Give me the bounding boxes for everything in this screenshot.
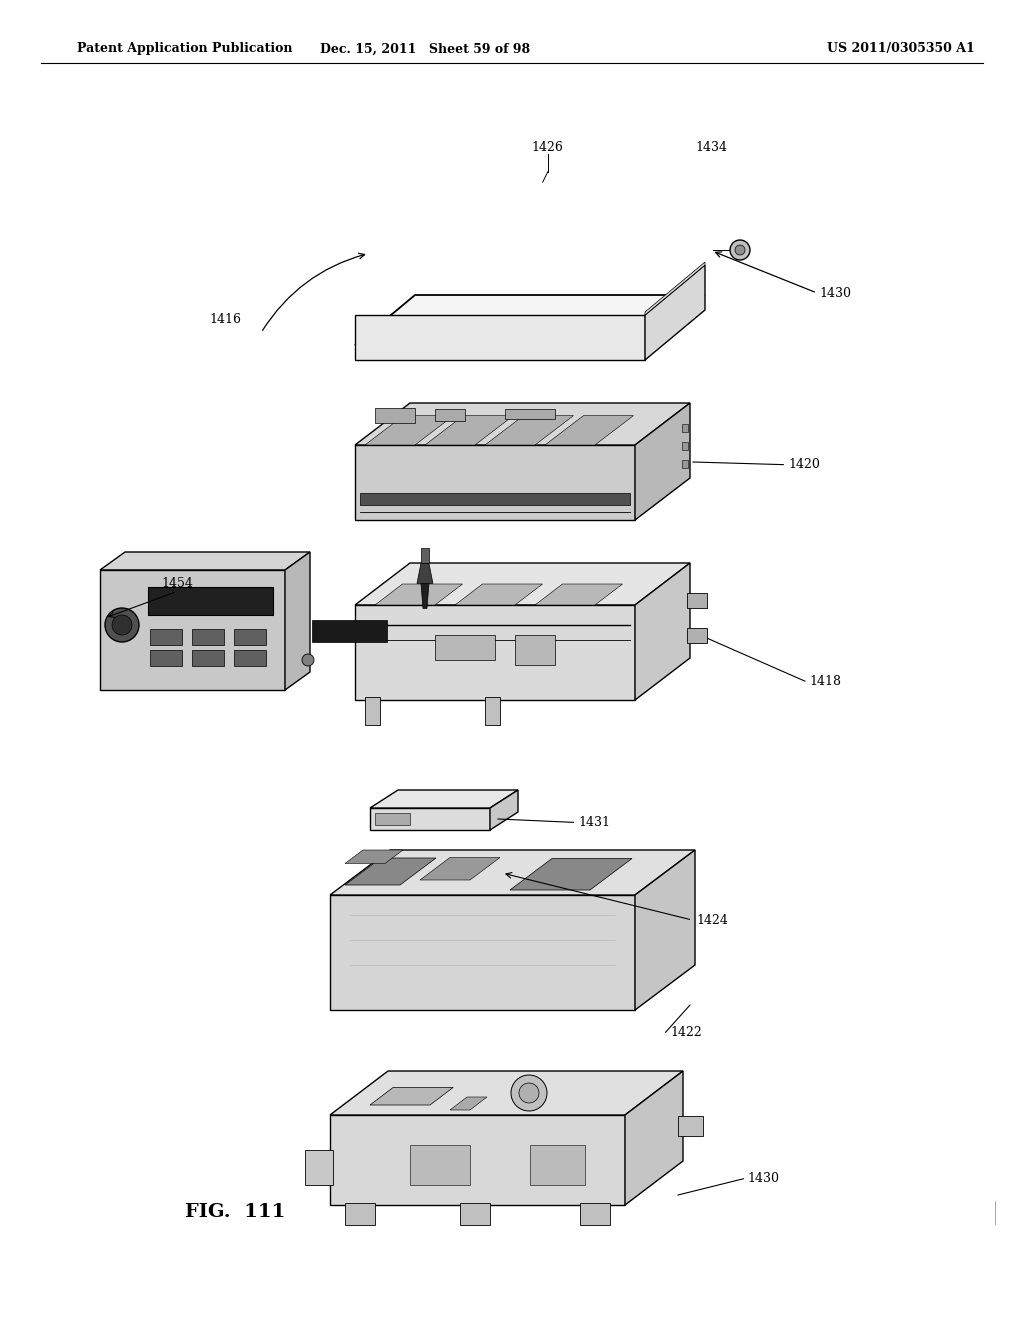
Polygon shape xyxy=(370,789,518,808)
Polygon shape xyxy=(485,416,573,445)
Polygon shape xyxy=(421,548,429,564)
Text: 1416: 1416 xyxy=(209,313,242,326)
Bar xyxy=(435,635,495,660)
Polygon shape xyxy=(355,605,635,700)
Polygon shape xyxy=(535,583,623,605)
Polygon shape xyxy=(330,1115,625,1205)
Text: 1422: 1422 xyxy=(671,1026,702,1039)
Bar xyxy=(234,649,266,667)
Bar xyxy=(234,630,266,645)
Polygon shape xyxy=(330,1071,683,1115)
Bar xyxy=(687,628,707,643)
Polygon shape xyxy=(450,1097,487,1110)
Text: US 2011/0305350 A1: US 2011/0305350 A1 xyxy=(827,42,975,55)
Polygon shape xyxy=(355,564,690,605)
Text: 1418: 1418 xyxy=(809,675,841,688)
Polygon shape xyxy=(345,858,436,884)
Circle shape xyxy=(112,615,132,635)
Circle shape xyxy=(105,609,139,642)
Bar xyxy=(530,1144,585,1185)
Polygon shape xyxy=(375,583,463,605)
Circle shape xyxy=(511,1074,547,1111)
Polygon shape xyxy=(635,850,695,1010)
Text: 1430: 1430 xyxy=(748,1172,779,1185)
Circle shape xyxy=(302,653,314,667)
Bar xyxy=(375,408,415,422)
Text: 1430: 1430 xyxy=(819,286,851,300)
Bar xyxy=(682,459,688,469)
Polygon shape xyxy=(100,570,285,690)
Bar xyxy=(485,697,500,725)
Circle shape xyxy=(519,1082,539,1104)
Text: 1431: 1431 xyxy=(579,816,610,829)
Text: 1426: 1426 xyxy=(531,141,564,154)
Polygon shape xyxy=(285,552,310,690)
Polygon shape xyxy=(490,789,518,830)
Bar xyxy=(682,424,688,432)
Polygon shape xyxy=(100,552,310,570)
Polygon shape xyxy=(355,403,690,445)
Text: 1420: 1420 xyxy=(788,458,820,471)
Bar xyxy=(193,649,224,667)
Bar xyxy=(312,620,387,642)
Bar xyxy=(360,492,630,506)
Bar xyxy=(410,1144,470,1185)
Bar xyxy=(375,813,410,825)
Polygon shape xyxy=(417,564,433,583)
Circle shape xyxy=(735,246,745,255)
Bar xyxy=(150,630,182,645)
Bar xyxy=(515,635,555,665)
Text: FIG.  111: FIG. 111 xyxy=(185,1203,286,1221)
Polygon shape xyxy=(365,416,454,445)
Bar xyxy=(505,409,555,418)
Bar xyxy=(682,442,688,450)
Bar xyxy=(150,649,182,667)
Polygon shape xyxy=(635,403,690,520)
Polygon shape xyxy=(645,265,705,360)
Bar xyxy=(580,1203,610,1225)
Text: 1454: 1454 xyxy=(161,577,194,590)
Bar xyxy=(460,1203,490,1225)
Polygon shape xyxy=(355,294,705,345)
Polygon shape xyxy=(370,808,490,830)
Text: Patent Application Publication: Patent Application Publication xyxy=(77,42,292,55)
Polygon shape xyxy=(330,850,695,895)
Bar xyxy=(435,409,465,421)
Polygon shape xyxy=(425,416,513,445)
Text: 1424: 1424 xyxy=(696,913,728,927)
Bar xyxy=(687,593,707,609)
Bar xyxy=(148,587,273,615)
Polygon shape xyxy=(355,315,645,360)
Polygon shape xyxy=(420,858,500,880)
Text: Dec. 15, 2011 Sheet 59 of 98: Dec. 15, 2011 Sheet 59 of 98 xyxy=(319,42,530,55)
Polygon shape xyxy=(455,583,543,605)
Polygon shape xyxy=(678,1115,703,1137)
Bar xyxy=(305,1150,333,1185)
Circle shape xyxy=(730,240,750,260)
Polygon shape xyxy=(545,416,634,445)
Polygon shape xyxy=(645,261,705,315)
Text: 1434: 1434 xyxy=(695,141,728,154)
Polygon shape xyxy=(355,445,635,520)
Bar xyxy=(365,697,380,725)
Polygon shape xyxy=(330,895,635,1010)
Polygon shape xyxy=(345,850,403,863)
Bar xyxy=(193,630,224,645)
Bar xyxy=(345,1203,375,1225)
Polygon shape xyxy=(421,583,429,609)
Polygon shape xyxy=(510,858,632,890)
Polygon shape xyxy=(635,564,690,700)
Polygon shape xyxy=(625,1071,683,1205)
Polygon shape xyxy=(370,1088,454,1105)
